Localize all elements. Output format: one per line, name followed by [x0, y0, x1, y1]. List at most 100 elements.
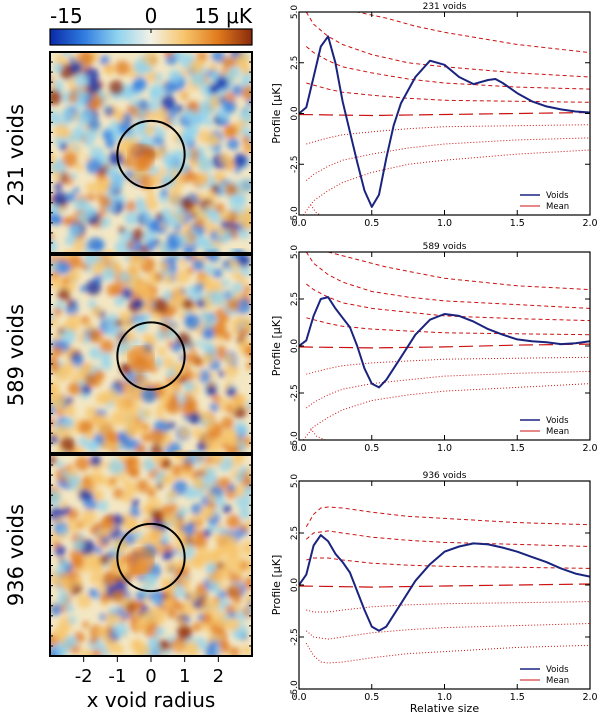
- y-tick-label: -5.0: [290, 206, 300, 224]
- temperature-maps: [50, 52, 252, 656]
- y-tick-label: -5.0: [290, 431, 300, 449]
- legend-label-voids: Voids: [546, 665, 569, 675]
- chart-frame: [298, 251, 591, 441]
- mean-line: [299, 343, 590, 349]
- plot-area: [299, 12, 590, 215]
- dashed-envelope-line: [306, 317, 590, 336]
- legend-label-voids: Voids: [546, 416, 569, 426]
- colorbar-mid-label: 0: [145, 4, 158, 28]
- x-tick-label: 0.5: [364, 218, 379, 229]
- dotted-envelope-line: [306, 124, 590, 145]
- y-tick-label: 2.5: [290, 526, 300, 540]
- central-spot: [127, 345, 155, 373]
- y-tick-label: 5.0: [290, 245, 300, 260]
- x-tick-label: 2.0: [582, 692, 597, 703]
- x-tick-label: 1.0: [437, 218, 452, 229]
- x-tick-label: 1.5: [510, 692, 525, 703]
- x-tick-label: 0.0: [291, 692, 306, 703]
- y-tick-label: 5.0: [290, 474, 300, 489]
- colorbar-max-label: 15 μK: [194, 4, 253, 28]
- dotted-envelope-line: [305, 642, 590, 664]
- y-tick-label: 2.5: [290, 56, 300, 70]
- x-tick-label: 1.5: [510, 218, 525, 229]
- row-label-231: 231 voids: [4, 104, 28, 206]
- central-spot: [127, 546, 155, 575]
- dashed-envelope-line: [305, 252, 590, 309]
- left-x-tick-label: 1: [179, 666, 190, 687]
- legend-label-mean: Mean: [546, 427, 569, 437]
- x-tick-label: 0.5: [364, 443, 379, 454]
- mean-line: [299, 583, 590, 588]
- dashed-envelope-line: [305, 12, 590, 78]
- y-tick-label: -2.5: [290, 628, 300, 646]
- y-tick-label: 0.0: [290, 578, 300, 593]
- chart-title: 589 voids: [423, 242, 467, 252]
- x-tick-label: 1.0: [437, 692, 452, 703]
- x-tick-label: 2.0: [582, 218, 597, 229]
- dotted-envelope-line: [305, 137, 590, 181]
- chart-title: 231 voids: [423, 2, 467, 12]
- x-tick-label: 0.0: [291, 218, 306, 229]
- dotted-envelope-line: [310, 428, 326, 440]
- left-panel: 231 voids 589 voids 936 voids -2 -1 0 1 2 x …: [4, 51, 253, 712]
- plot-area: [299, 506, 590, 664]
- x-tick-label: 2.0: [582, 443, 597, 454]
- mean-line: [299, 111, 590, 117]
- left-x-tick-label: 2: [213, 666, 224, 687]
- left-x-tick-label: 0: [145, 666, 156, 687]
- left-x-axis-title: x void radius: [87, 688, 216, 712]
- row-label-936: 936 voids: [4, 504, 28, 606]
- dashed-envelope-line: [305, 283, 590, 322]
- chart-title: 936 voids: [423, 471, 467, 481]
- y-axis-label: Profile [μK]: [270, 316, 283, 377]
- central-spot: [127, 143, 155, 172]
- left-x-ticks: -2 -1 0 1 2: [75, 656, 224, 687]
- dotted-envelope-line: [305, 370, 590, 409]
- voids-line: [299, 534, 590, 632]
- x-tick-label: 0.0: [291, 443, 306, 454]
- voids-line: [299, 296, 590, 389]
- x-tick-label: 1.5: [510, 443, 525, 454]
- dashed-envelope-line: [305, 530, 590, 547]
- legend-label-mean: Mean: [546, 676, 569, 686]
- legend-label-voids: Voids: [546, 191, 569, 201]
- row-label-589: 589 voids: [4, 304, 28, 406]
- y-axis-label: Profile [μK]: [270, 555, 283, 616]
- dashed-envelope-line: [320, 12, 590, 54]
- void-circle: [116, 522, 186, 593]
- legend-label-mean: Mean: [546, 202, 569, 212]
- y-tick-label: 0.0: [290, 339, 300, 354]
- left-x-tick-label: -1: [108, 666, 126, 687]
- y-tick-label: -2.5: [290, 155, 300, 173]
- x-tick-label: 1.0: [437, 443, 452, 454]
- x-tick-label: 0.5: [364, 692, 379, 703]
- dotted-envelope-line: [305, 623, 590, 640]
- x-axis-label: Relative size: [410, 702, 479, 715]
- void-circle: [116, 321, 186, 391]
- dotted-envelope-line: [306, 356, 590, 375]
- plot-area: [299, 252, 590, 440]
- dashed-envelope-line: [327, 252, 590, 291]
- map-texture: [50, 449, 252, 656]
- y-tick-label: 5.0: [290, 5, 300, 20]
- dashed-envelope-line: [306, 557, 590, 569]
- y-tick-label: 0.0: [290, 106, 300, 121]
- dashed-envelope-line: [305, 506, 590, 528]
- left-x-tick-label: -2: [75, 666, 93, 687]
- void-circle: [116, 119, 186, 190]
- y-axis-label: Profile [μK]: [270, 83, 283, 144]
- dashed-envelope-line: [306, 82, 590, 103]
- colorbar: -15 0 15 μK: [49, 4, 253, 46]
- dotted-envelope-line: [306, 601, 590, 613]
- y-tick-label: -2.5: [290, 384, 300, 402]
- y-tick-label: 2.5: [290, 292, 300, 306]
- dotted-envelope-line: [310, 204, 322, 215]
